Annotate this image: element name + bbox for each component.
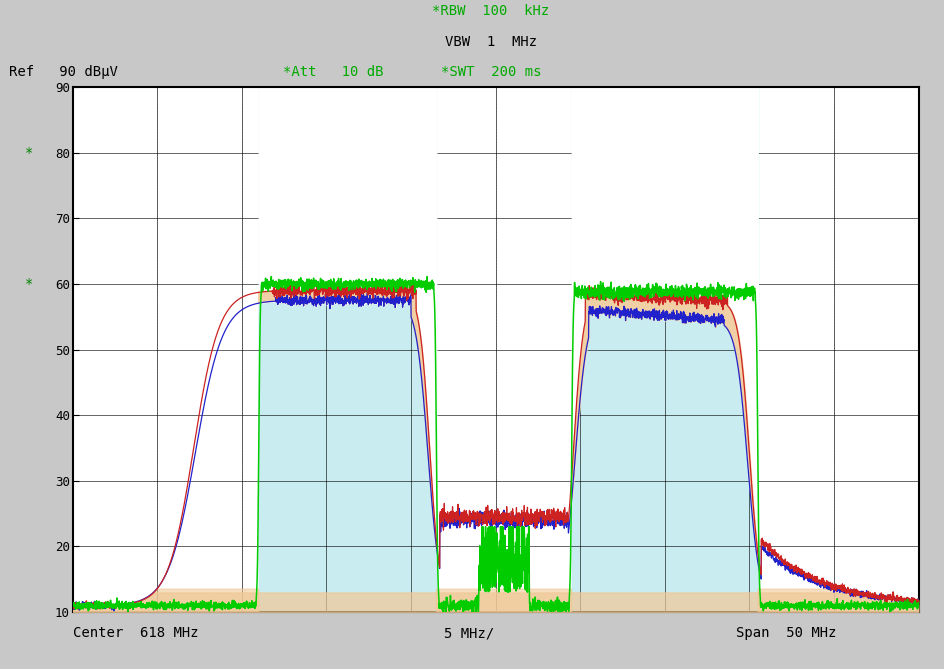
Text: Center  618 MHz: Center 618 MHz — [73, 626, 198, 640]
Text: *Att   10 dB: *Att 10 dB — [283, 65, 383, 79]
Text: VBW  1  MHz: VBW 1 MHz — [445, 35, 537, 49]
Text: *: * — [25, 146, 33, 160]
Text: *SWT  200 ms: *SWT 200 ms — [441, 65, 541, 79]
Text: 5 MHz/: 5 MHz/ — [444, 626, 494, 640]
Text: *: * — [25, 277, 33, 291]
Text: Ref   90 dBµV: Ref 90 dBµV — [9, 65, 118, 79]
Text: Span  50 MHz: Span 50 MHz — [736, 626, 836, 640]
Text: *RBW  100  kHz: *RBW 100 kHz — [432, 5, 549, 18]
